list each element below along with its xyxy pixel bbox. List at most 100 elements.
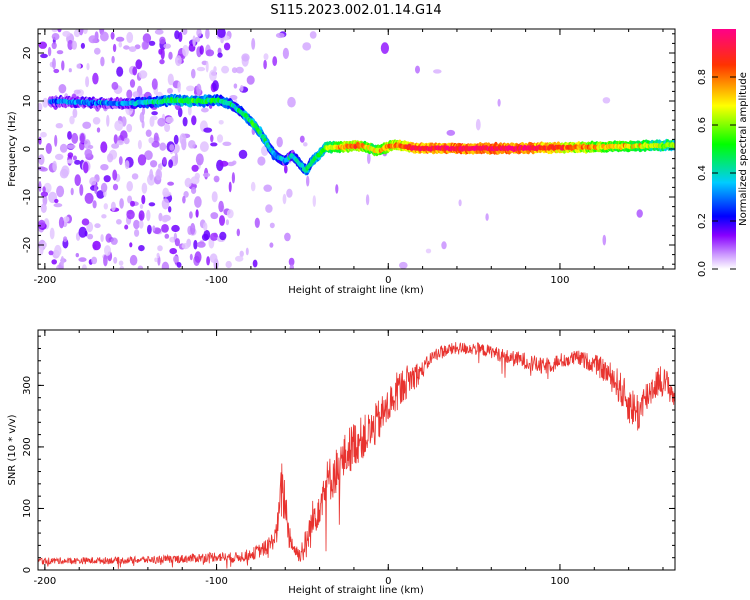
spectrogram-noise-cell — [40, 53, 48, 59]
spectrogram-noise-cell — [167, 87, 173, 94]
spectrogram-noise-cell — [284, 232, 291, 242]
spectrogram-noise-cell — [100, 56, 105, 67]
spectrogram-noise-cell — [269, 242, 274, 248]
spectrogram-noise-cell — [367, 152, 371, 165]
spectrogram-noise-cell — [67, 39, 74, 51]
spectrogram-noise-cell — [161, 215, 169, 223]
spectrogram-noise-cell — [82, 121, 92, 129]
spectrogram-noise-cell — [89, 177, 97, 186]
spectrogram-noise-cell — [129, 242, 133, 248]
spectrogram-noise-cell — [38, 181, 42, 192]
spectrogram-noise-cell — [127, 195, 133, 204]
spectrogram-noise-cell — [160, 48, 165, 60]
spectrogram-noise-cell — [169, 248, 177, 255]
spectrogram-noise-cell — [233, 83, 238, 89]
spectrogram-noise-cell — [211, 191, 218, 203]
spectrogram-noise-cell — [130, 200, 135, 207]
spectrogram-noise-cell — [42, 97, 49, 108]
spectrogram-noise-cell — [210, 212, 219, 220]
spectrogram-noise-cell — [39, 167, 48, 172]
snr-ytick-label: 200 — [22, 437, 33, 456]
spectrogram-noise-cell — [113, 256, 118, 264]
spectrogram-noise-cell — [168, 206, 172, 213]
spectrogram-noise-cell — [636, 209, 643, 218]
spectrogram-noise-cell — [151, 111, 158, 116]
spectrogram-noise-cell — [118, 260, 124, 266]
spectrogram-noise-cell — [254, 217, 260, 228]
spectrogram-noise-cell — [100, 164, 109, 171]
spectrogram-noise-cell — [73, 29, 81, 38]
spectrogram-noise-cell — [92, 72, 99, 85]
spectrogram-noise-cell — [282, 47, 289, 60]
spectrogram-noise-cell — [175, 55, 182, 67]
spectrogram-noise-cell — [151, 140, 160, 148]
spectrogram-noise-cell — [191, 115, 197, 126]
spectrogram-noise-cell — [111, 81, 119, 90]
colorbar: 0.0 0.2 0.4 0.6 0.8 Normalized spectral ampl… — [697, 29, 749, 277]
spectrogram-noise-cell — [365, 194, 370, 206]
spectrogram-noise-cell — [78, 257, 87, 262]
snr-ytick-label: 0 — [22, 567, 33, 573]
spectrogram-noise-cell — [55, 123, 63, 129]
spectrogram-noise-cell — [163, 43, 171, 49]
spectrogram-noise-cell — [112, 43, 117, 53]
spectrogram-noise-cell — [191, 68, 196, 79]
spectrogram-noise-cell — [171, 224, 180, 233]
spectrogram-noise-cell — [159, 162, 163, 171]
spectrogram-noise-cell — [84, 192, 94, 204]
spectrogram-noise-cell — [145, 129, 152, 137]
spectrogram-xtick-label: -200 — [34, 275, 57, 286]
spectrogram-noise-cell — [116, 140, 124, 146]
spectrogram-noise-cell — [164, 123, 171, 132]
spectrogram-noise-cell — [485, 213, 489, 221]
spectrogram-noise-cell — [213, 175, 220, 183]
spectrogram-xtick-label: 0 — [385, 275, 391, 286]
spectrogram-noise-cell — [157, 117, 166, 127]
spectrogram-noise-cell — [161, 198, 170, 210]
spectrogram-noise-cell — [159, 142, 167, 151]
spectrogram-ytick-label: 0 — [22, 146, 33, 152]
spectrogram-noise-cell — [156, 252, 160, 259]
spectrogram-noise-cell — [42, 186, 46, 193]
spectrogram-noise-cell — [82, 29, 88, 35]
spectrogram-noise-cell — [164, 233, 170, 239]
spectrogram-noise-cell — [309, 31, 317, 39]
spectrogram-noise-cell — [80, 42, 85, 49]
spectrogram-noise-cell — [173, 134, 179, 145]
spectrogram-noise-cell — [141, 182, 148, 194]
spectrogram-noise-cell — [161, 224, 169, 233]
spectrogram-noise-cell — [219, 160, 229, 167]
spectrogram-noise-cell — [177, 81, 181, 93]
spectrogram-noise-cell — [112, 183, 119, 191]
spectrogram-noise-cell — [195, 209, 199, 218]
colorbar-gradient — [712, 29, 736, 269]
spectrogram-noise-cell — [147, 224, 152, 235]
spectrogram-noise-cell — [87, 233, 94, 240]
spectrogram-noise-cell — [289, 264, 294, 269]
spectrogram-noise-cell — [191, 164, 199, 172]
spectrogram-noise-cell — [81, 264, 87, 269]
spectrogram-noise-cell — [241, 53, 250, 62]
spectrogram-noise-cell — [141, 194, 146, 205]
spectrogram-noise-cell — [59, 168, 69, 179]
spectrogram-noise-cell — [159, 36, 166, 45]
spectrogram-noise-cell — [159, 59, 165, 65]
spectrogram-noise-cell — [190, 223, 196, 235]
spectrogram-noise-cell — [194, 251, 202, 263]
spectrogram-noise-cell — [303, 142, 308, 147]
spectrogram-noise-cell — [111, 143, 120, 149]
spectrogram-noise-cell — [193, 239, 198, 250]
spectrogram-noise-cell — [209, 69, 217, 82]
spectrogram-noise-cell — [196, 83, 202, 96]
spectrogram-noise-cell — [111, 55, 115, 64]
snr-xtick-label: -100 — [205, 576, 228, 587]
spectrogram-noise-cell — [137, 139, 142, 150]
spectrogram-noise-cell — [225, 260, 232, 269]
spectrogram-noise-cell — [72, 155, 77, 161]
spectrogram-noise-cell — [263, 184, 273, 192]
spectrogram-noise-cell — [101, 214, 107, 219]
spectrogram-noise-cell — [275, 32, 285, 39]
spectrogram-noise-cell — [257, 156, 266, 166]
spectrogram-noise-cell — [433, 69, 442, 74]
